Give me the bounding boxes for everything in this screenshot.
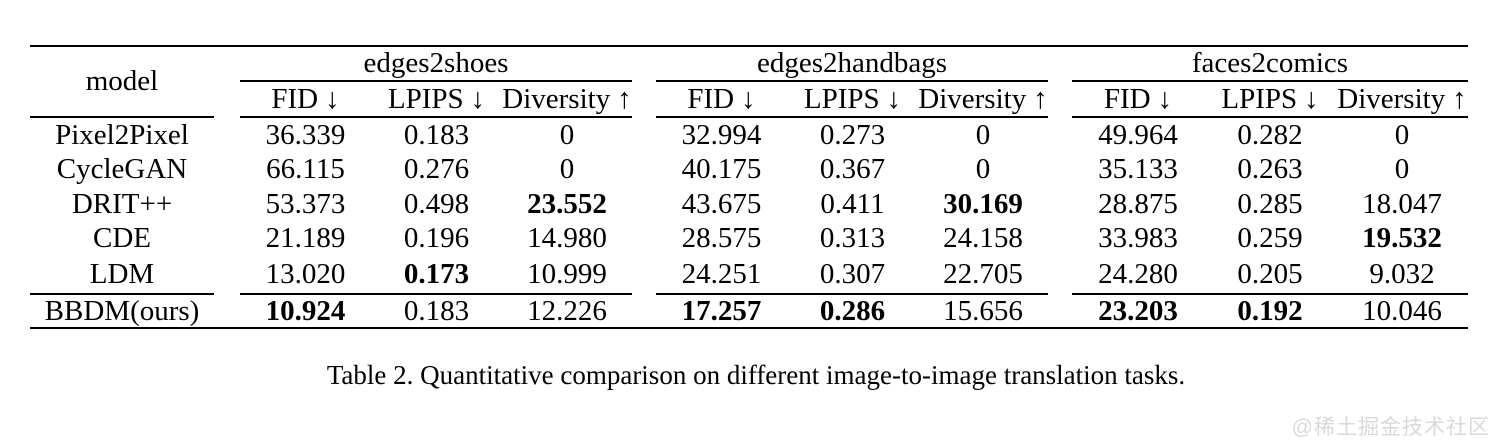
column-header-fid: FID ↓ (656, 82, 787, 118)
value-cell: 9.032 (1369, 258, 1435, 290)
model-cell: LDM (89, 258, 155, 290)
value-cell: 36.339 (265, 118, 346, 151)
value-cell: 14.980 (527, 222, 607, 254)
down-arrow-icon: ↓ (886, 82, 902, 115)
group-header-faces2comics: faces2comics (1072, 47, 1468, 82)
table-caption: Table 2. Quantitative comparison on diff… (326, 360, 1186, 390)
down-arrow-icon: ↓ (741, 82, 756, 115)
value-cell: 0 (1394, 153, 1410, 185)
column-header-fid: FID ↓ (1072, 82, 1204, 118)
value-cell: 0.259 (1237, 222, 1303, 254)
value-cell: 21.189 (265, 222, 346, 254)
down-arrow-icon: ↓ (470, 82, 486, 115)
value-cell: 0.196 (403, 222, 470, 254)
value-cell: 15.656 (918, 293, 1048, 327)
column-header-label: FID (271, 82, 319, 115)
value-cell: 43.675 (681, 187, 762, 220)
up-arrow-icon: ↑ (617, 82, 632, 115)
up-arrow-icon: ↑ (1033, 82, 1048, 115)
value-cell: 17.257 (656, 293, 787, 327)
value-cell: 19.532 (1362, 222, 1442, 254)
column-header-lpips: LPIPS ↓ (1204, 82, 1336, 118)
column-header-label: FID (687, 82, 735, 115)
column-header-diversity: Diversity ↑ (502, 82, 632, 118)
value-cell: 0.313 (819, 222, 886, 254)
value-cell: 0.498 (403, 187, 470, 220)
column-header-label: Diversity (502, 82, 611, 115)
up-arrow-icon: ↑ (1452, 82, 1467, 115)
value-cell: 32.994 (681, 118, 762, 151)
value-cell: 13.020 (265, 258, 346, 290)
results-grid: model edges2shoes edges2handbags faces2c… (30, 45, 1468, 329)
value-cell: 33.983 (1098, 222, 1178, 254)
value-cell: 0.282 (1237, 118, 1303, 151)
value-cell: 35.133 (1098, 153, 1178, 185)
column-header-label: LPIPS (387, 82, 464, 115)
value-cell: 0 (1394, 118, 1410, 151)
value-cell: 0.183 (371, 293, 502, 327)
value-cell: 0.276 (403, 153, 470, 185)
column-header-fid: FID ↓ (240, 82, 371, 118)
down-arrow-icon: ↓ (325, 82, 340, 115)
model-cell: BBDM(ours) (30, 293, 214, 327)
column-header-label: Diversity (1337, 82, 1446, 115)
value-cell: 0.411 (820, 187, 885, 220)
value-cell: 0 (559, 118, 575, 151)
model-cell: DRIT++ (71, 187, 173, 220)
value-cell: 23.552 (527, 187, 607, 220)
value-cell: 0 (975, 153, 991, 185)
value-cell: 0.273 (819, 118, 886, 151)
watermark: @稀土掘金技术社区 (1291, 416, 1490, 439)
value-cell: 23.203 (1072, 293, 1204, 327)
column-header-diversity: Diversity ↑ (1336, 82, 1468, 118)
value-cell: 24.158 (943, 222, 1023, 254)
value-cell: 28.575 (681, 222, 762, 254)
value-cell: 66.115 (266, 153, 345, 185)
value-cell: 0.263 (1237, 153, 1303, 185)
column-header-label: LPIPS (803, 82, 880, 115)
value-cell: 0 (975, 118, 991, 151)
down-arrow-icon: ↓ (1157, 82, 1173, 115)
column-header-label: FID (1103, 82, 1151, 115)
column-header-lpips: LPIPS ↓ (371, 82, 502, 118)
value-cell: 24.280 (1098, 258, 1178, 290)
value-cell: 10.999 (527, 258, 607, 290)
value-cell: 10.046 (1336, 293, 1468, 327)
value-cell: 24.251 (681, 258, 762, 290)
column-header-diversity: Diversity ↑ (918, 82, 1048, 118)
value-cell: 0.307 (819, 258, 886, 290)
value-cell: 53.373 (265, 187, 346, 220)
value-cell: 0.285 (1237, 187, 1303, 220)
model-cell: Pixel2Pixel (55, 118, 189, 151)
value-cell: 0.183 (403, 118, 470, 151)
value-cell: 0.192 (1204, 293, 1336, 327)
down-arrow-icon: ↓ (1304, 82, 1319, 115)
value-cell: 0.173 (403, 258, 470, 290)
value-cell: 0.367 (819, 153, 886, 185)
value-cell: 18.047 (1362, 187, 1442, 220)
value-cell: 10.924 (240, 293, 371, 327)
value-cell: 30.169 (943, 187, 1023, 220)
column-header-label: Diversity (918, 82, 1027, 115)
model-cell: CDE (93, 222, 151, 254)
value-cell: 0 (559, 153, 575, 185)
column-header-label: LPIPS (1221, 82, 1298, 115)
value-cell: 12.226 (502, 293, 632, 327)
column-header-lpips: LPIPS ↓ (787, 82, 918, 118)
model-cell: CycleGAN (56, 153, 188, 185)
value-cell: 28.875 (1098, 187, 1178, 220)
value-cell: 49.964 (1098, 118, 1178, 151)
group-header-edges2shoes: edges2shoes (240, 47, 632, 82)
value-cell: 40.175 (681, 153, 762, 185)
value-cell: 0.205 (1237, 258, 1303, 290)
value-cell: 0.286 (787, 293, 918, 327)
value-cell: 22.705 (943, 258, 1023, 290)
group-header-edges2handbags: edges2handbags (656, 47, 1048, 82)
model-column-header: model (30, 47, 214, 118)
